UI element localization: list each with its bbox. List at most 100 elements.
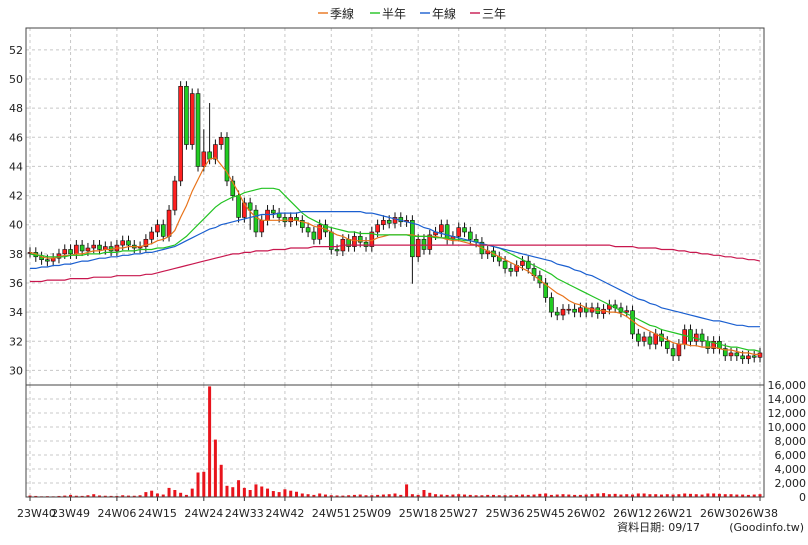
volume-bar xyxy=(636,493,640,497)
x-tick-label: 25W45 xyxy=(526,507,565,520)
candle-up xyxy=(578,307,583,313)
source-label: (Goodinfo.tw) xyxy=(729,521,804,534)
volume-bar xyxy=(555,494,559,497)
volume-bar xyxy=(387,494,391,497)
candle-down xyxy=(195,93,201,167)
ma-line-2 xyxy=(29,187,761,353)
volume-bar xyxy=(706,493,710,497)
volume-tick-label: 8,000 xyxy=(775,435,807,448)
candle-down xyxy=(224,136,230,182)
candle-down xyxy=(502,260,508,269)
volume-bar xyxy=(439,494,443,497)
candlesticks xyxy=(27,81,763,364)
candle-up xyxy=(178,85,183,182)
candle-down xyxy=(311,231,317,240)
volume-bar xyxy=(538,493,542,497)
candle-up xyxy=(189,93,195,145)
x-tick-label: 25W27 xyxy=(439,507,478,520)
volume-tick-label: 10,000 xyxy=(768,421,807,434)
volume-bar xyxy=(202,471,206,497)
volume-bar xyxy=(295,491,299,497)
price-grid xyxy=(26,28,764,497)
volume-bar xyxy=(480,495,484,497)
volume-bar xyxy=(700,494,704,497)
volume-bar xyxy=(660,494,664,497)
candle-up xyxy=(213,144,218,160)
candle-down xyxy=(386,220,392,224)
volume-tick-label: 16,000 xyxy=(768,379,807,392)
volume-bar xyxy=(741,494,745,497)
x-tick-label: 24W42 xyxy=(265,507,304,520)
volume-bar xyxy=(509,495,513,497)
volume-bar xyxy=(735,494,739,497)
legend-label: 年線 xyxy=(432,6,456,21)
x-tick-label: 23W49 xyxy=(51,507,90,520)
candle-up xyxy=(218,136,224,145)
candle-up xyxy=(74,244,79,255)
volume-bar xyxy=(341,495,345,497)
volume-bar xyxy=(277,492,281,497)
volume-bar xyxy=(648,494,652,497)
candle-down xyxy=(421,238,427,250)
candle-up xyxy=(317,224,322,240)
volume-bar xyxy=(428,492,432,497)
volume-bar xyxy=(167,487,171,497)
x-tick-label: 24W51 xyxy=(312,507,351,520)
volume-bar xyxy=(474,495,478,497)
volume-bar xyxy=(150,490,154,497)
volume-bar xyxy=(503,495,507,497)
volume-bar xyxy=(213,439,217,497)
candle-up xyxy=(711,340,716,349)
volume-bar xyxy=(306,494,310,497)
volume-bar xyxy=(410,494,414,497)
volume-bar xyxy=(219,464,223,497)
candle-up xyxy=(172,180,178,211)
candle-up xyxy=(415,238,421,258)
volume-bar xyxy=(422,490,426,497)
price-panel-frame xyxy=(25,27,765,386)
volume-bar xyxy=(416,494,420,497)
volume-bar xyxy=(144,492,148,497)
candle-down xyxy=(160,224,166,237)
volume-bar xyxy=(683,493,687,497)
candle-up xyxy=(439,224,444,233)
volume-bar xyxy=(115,495,119,497)
candle-down xyxy=(230,180,236,196)
volume-bar xyxy=(126,495,130,497)
candle-down xyxy=(236,195,241,218)
candle-down xyxy=(636,333,641,342)
volume-bar xyxy=(225,485,229,497)
volume-bar xyxy=(335,495,339,497)
candle-down xyxy=(665,340,670,349)
volume-bar xyxy=(352,494,356,497)
volume-tick-label: 6,000 xyxy=(775,449,807,462)
x-tick-label: 25W18 xyxy=(399,507,438,520)
volume-bar xyxy=(381,494,385,497)
candle-down xyxy=(184,85,189,145)
candle-up xyxy=(120,240,125,246)
volume-bar xyxy=(300,493,304,497)
price-tick-label: 48 xyxy=(9,102,23,115)
volume-bar xyxy=(584,494,588,497)
volume-bar xyxy=(80,495,84,497)
volume-bar xyxy=(121,495,125,497)
candle-up xyxy=(381,220,386,226)
ma-line-4 xyxy=(30,244,761,283)
volume-bar xyxy=(619,494,623,497)
candle-up xyxy=(265,209,270,221)
volume-bar xyxy=(248,490,252,497)
volume-bar xyxy=(758,494,762,497)
volume-bar xyxy=(92,494,96,497)
candle-up xyxy=(242,202,247,218)
volume-panel-frame xyxy=(25,384,765,498)
volume-bar xyxy=(625,494,629,497)
x-tick-label: 26W38 xyxy=(739,507,778,520)
x-tick-label: 24W33 xyxy=(225,507,264,520)
candle-up xyxy=(375,224,380,233)
volume-bar xyxy=(694,494,698,497)
x-tick-label: 26W02 xyxy=(567,507,606,520)
volume-bar xyxy=(347,495,351,497)
volume-bar xyxy=(486,494,490,497)
